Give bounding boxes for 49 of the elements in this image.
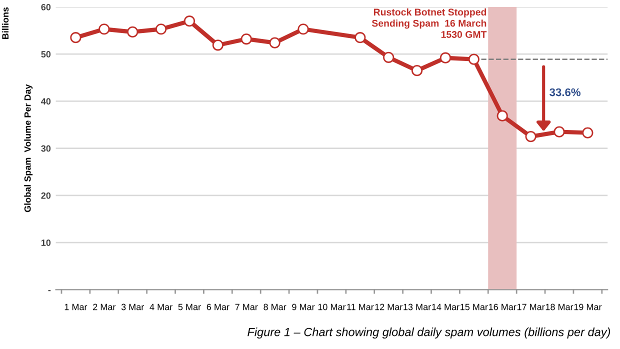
text: Billions (2, 7, 9, 39)
x-tick-label: 12 Mar (375, 304, 402, 310)
point (70, 32, 82, 44)
x-tick-label: 9 Mar (292, 304, 315, 310)
x-tick-label: 18 Mar (546, 304, 574, 310)
y-axis-title: Global Spam Volume Per Day (24, 84, 33, 212)
x-tick-label: 16 Mar (489, 304, 516, 310)
x-tick-label: 8 Mar (264, 304, 286, 310)
point (354, 32, 366, 44)
x-tick-label: 15 Mar (460, 304, 488, 310)
point (298, 24, 309, 35)
y-tick-label: 60 (41, 4, 51, 10)
y-tick-label: - (48, 290, 51, 292)
y-tick-label: 30 (41, 145, 51, 152)
caption: Figure 1 – Chart showing global daily spam volumes (billions per day) (248, 328, 610, 339)
x-tick-label: 3 Mar (121, 304, 144, 310)
x-tick-label: 17 Mar (517, 304, 545, 310)
point (525, 130, 536, 142)
point (98, 24, 110, 35)
point (468, 54, 480, 65)
x-tick-label: 13 Mar (404, 304, 431, 310)
band-label: Rustock Botnet Stopped Sending Spam 16 March 1530 GMT (372, 8, 487, 38)
point (496, 110, 508, 122)
point (212, 40, 224, 51)
x-tick-label: 1 Mar (64, 304, 88, 310)
x-tick-label: 14 Mar (432, 304, 460, 310)
point (269, 37, 280, 48)
point (411, 65, 423, 76)
point (383, 52, 394, 63)
point (155, 24, 167, 35)
point (554, 126, 565, 138)
point (184, 16, 196, 27)
x-tick-label: 5 Mar (178, 304, 201, 310)
x-tick-label: 6 Mar (206, 304, 230, 310)
x-tick-label: 2 Mar (93, 304, 116, 310)
x-tick-label: 11 Mar (347, 304, 374, 310)
y-tick-label: 50 (41, 51, 51, 58)
x-tick-label: 7 Mar (235, 304, 258, 310)
point (582, 127, 594, 138)
point (440, 52, 452, 64)
y-tick-label: 40 (41, 98, 51, 105)
annotation: 33.6% (550, 88, 581, 96)
x-tick-label: 4 Mar (150, 304, 172, 310)
y-tick-label: 10 (41, 240, 51, 246)
point (240, 33, 252, 45)
x-tick-label: 10 Mar (318, 304, 346, 310)
x-tick-label: 19 Mar (574, 304, 602, 310)
y-tick-label: 20 (41, 192, 51, 199)
point (127, 26, 138, 38)
